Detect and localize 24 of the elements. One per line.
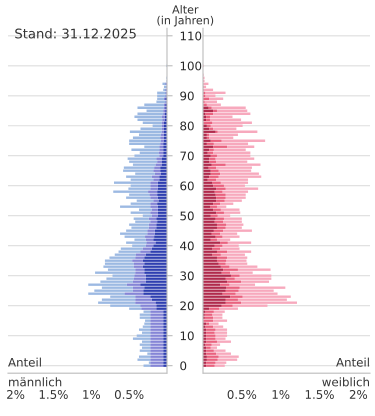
x-tick-label: 2% (350, 390, 368, 399)
y-axis-title: Alter (in Jahren) (157, 5, 214, 26)
y-tick-label: 50 (180, 211, 194, 220)
x-tick-label: 1.5% (40, 390, 68, 399)
x-tick-label: 0.5% (114, 390, 144, 399)
x-axis-title: Anteil weiblich (322, 358, 369, 386)
x-tick-label: 1% (272, 390, 290, 399)
x-axis-title: Anteil männlich (8, 358, 62, 386)
y-tick-label: 100 (180, 61, 202, 70)
y-tick-label: 90 (180, 91, 194, 100)
y-tick-label: 10 (180, 331, 194, 340)
x-tick-label: 2% (7, 390, 24, 399)
chart-title: Stand: 31.12.2025 (15, 28, 136, 38)
y-tick-label: 20 (180, 301, 194, 310)
y-tick-label: 110 (180, 32, 202, 40)
y-tick-label: 60 (180, 181, 194, 190)
y-tick-label: 30 (180, 271, 194, 280)
x-tick-label: 0.5% (228, 390, 256, 399)
y-tick-label: 0 (180, 361, 186, 370)
y-tick-label: 40 (180, 241, 194, 250)
y-tick-label: 80 (180, 121, 194, 130)
x-tick-label: 1% (83, 390, 100, 399)
y-tick-label: 70 (180, 151, 194, 160)
x-tick-label: 1.5% (306, 390, 334, 399)
